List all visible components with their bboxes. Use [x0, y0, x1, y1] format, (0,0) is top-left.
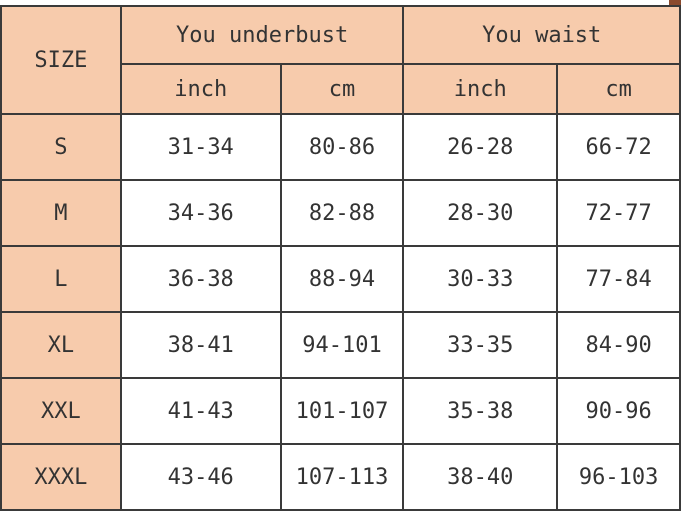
value-cell: 28-30 — [402, 179, 559, 247]
value-cell: 31-34 — [119, 113, 282, 181]
table-row: XL 38-41 94-101 33-35 84-90 — [0, 311, 681, 379]
size-cell: S — [0, 113, 122, 181]
size-chart-table: SIZE You underbust You waist inch cm inc… — [0, 5, 681, 511]
value-cell: 38-41 — [119, 311, 282, 379]
value-cell: 36-38 — [119, 245, 282, 313]
value-cell: 80-86 — [279, 113, 405, 181]
size-header: SIZE — [0, 5, 122, 115]
value-cell: 38-40 — [402, 443, 559, 511]
value-cell: 26-28 — [402, 113, 559, 181]
unit-header: inch — [402, 63, 559, 115]
size-cell: XXL — [0, 377, 122, 445]
value-cell: 82-88 — [279, 179, 405, 247]
value-cell: 101-107 — [279, 377, 405, 445]
value-cell: 66-72 — [556, 113, 681, 181]
unit-header: inch — [119, 63, 282, 115]
unit-header: cm — [556, 63, 681, 115]
value-cell: 107-113 — [279, 443, 405, 511]
value-cell: 41-43 — [119, 377, 282, 445]
value-cell: 88-94 — [279, 245, 405, 313]
value-cell: 72-77 — [556, 179, 681, 247]
size-cell: L — [0, 245, 122, 313]
table-row: S 31-34 80-86 26-28 66-72 — [0, 113, 681, 181]
value-cell: 30-33 — [402, 245, 559, 313]
value-cell: 84-90 — [556, 311, 681, 379]
waist-header: You waist — [402, 5, 681, 65]
value-cell: 90-96 — [556, 377, 681, 445]
size-cell: M — [0, 179, 122, 247]
table-row: L 36-38 88-94 30-33 77-84 — [0, 245, 681, 313]
table-row: XXL 41-43 101-107 35-38 90-96 — [0, 377, 681, 445]
value-cell: 35-38 — [402, 377, 559, 445]
size-cell: XL — [0, 311, 122, 379]
size-cell: XXXL — [0, 443, 122, 511]
value-cell: 43-46 — [119, 443, 282, 511]
value-cell: 96-103 — [556, 443, 681, 511]
value-cell: 77-84 — [556, 245, 681, 313]
unit-header: cm — [279, 63, 405, 115]
value-cell: 33-35 — [402, 311, 559, 379]
table-row: XXXL 43-46 107-113 38-40 96-103 — [0, 443, 681, 511]
underbust-header: You underbust — [119, 5, 405, 65]
value-cell: 34-36 — [119, 179, 282, 247]
value-cell: 94-101 — [279, 311, 405, 379]
table-row: M 34-36 82-88 28-30 72-77 — [0, 179, 681, 247]
